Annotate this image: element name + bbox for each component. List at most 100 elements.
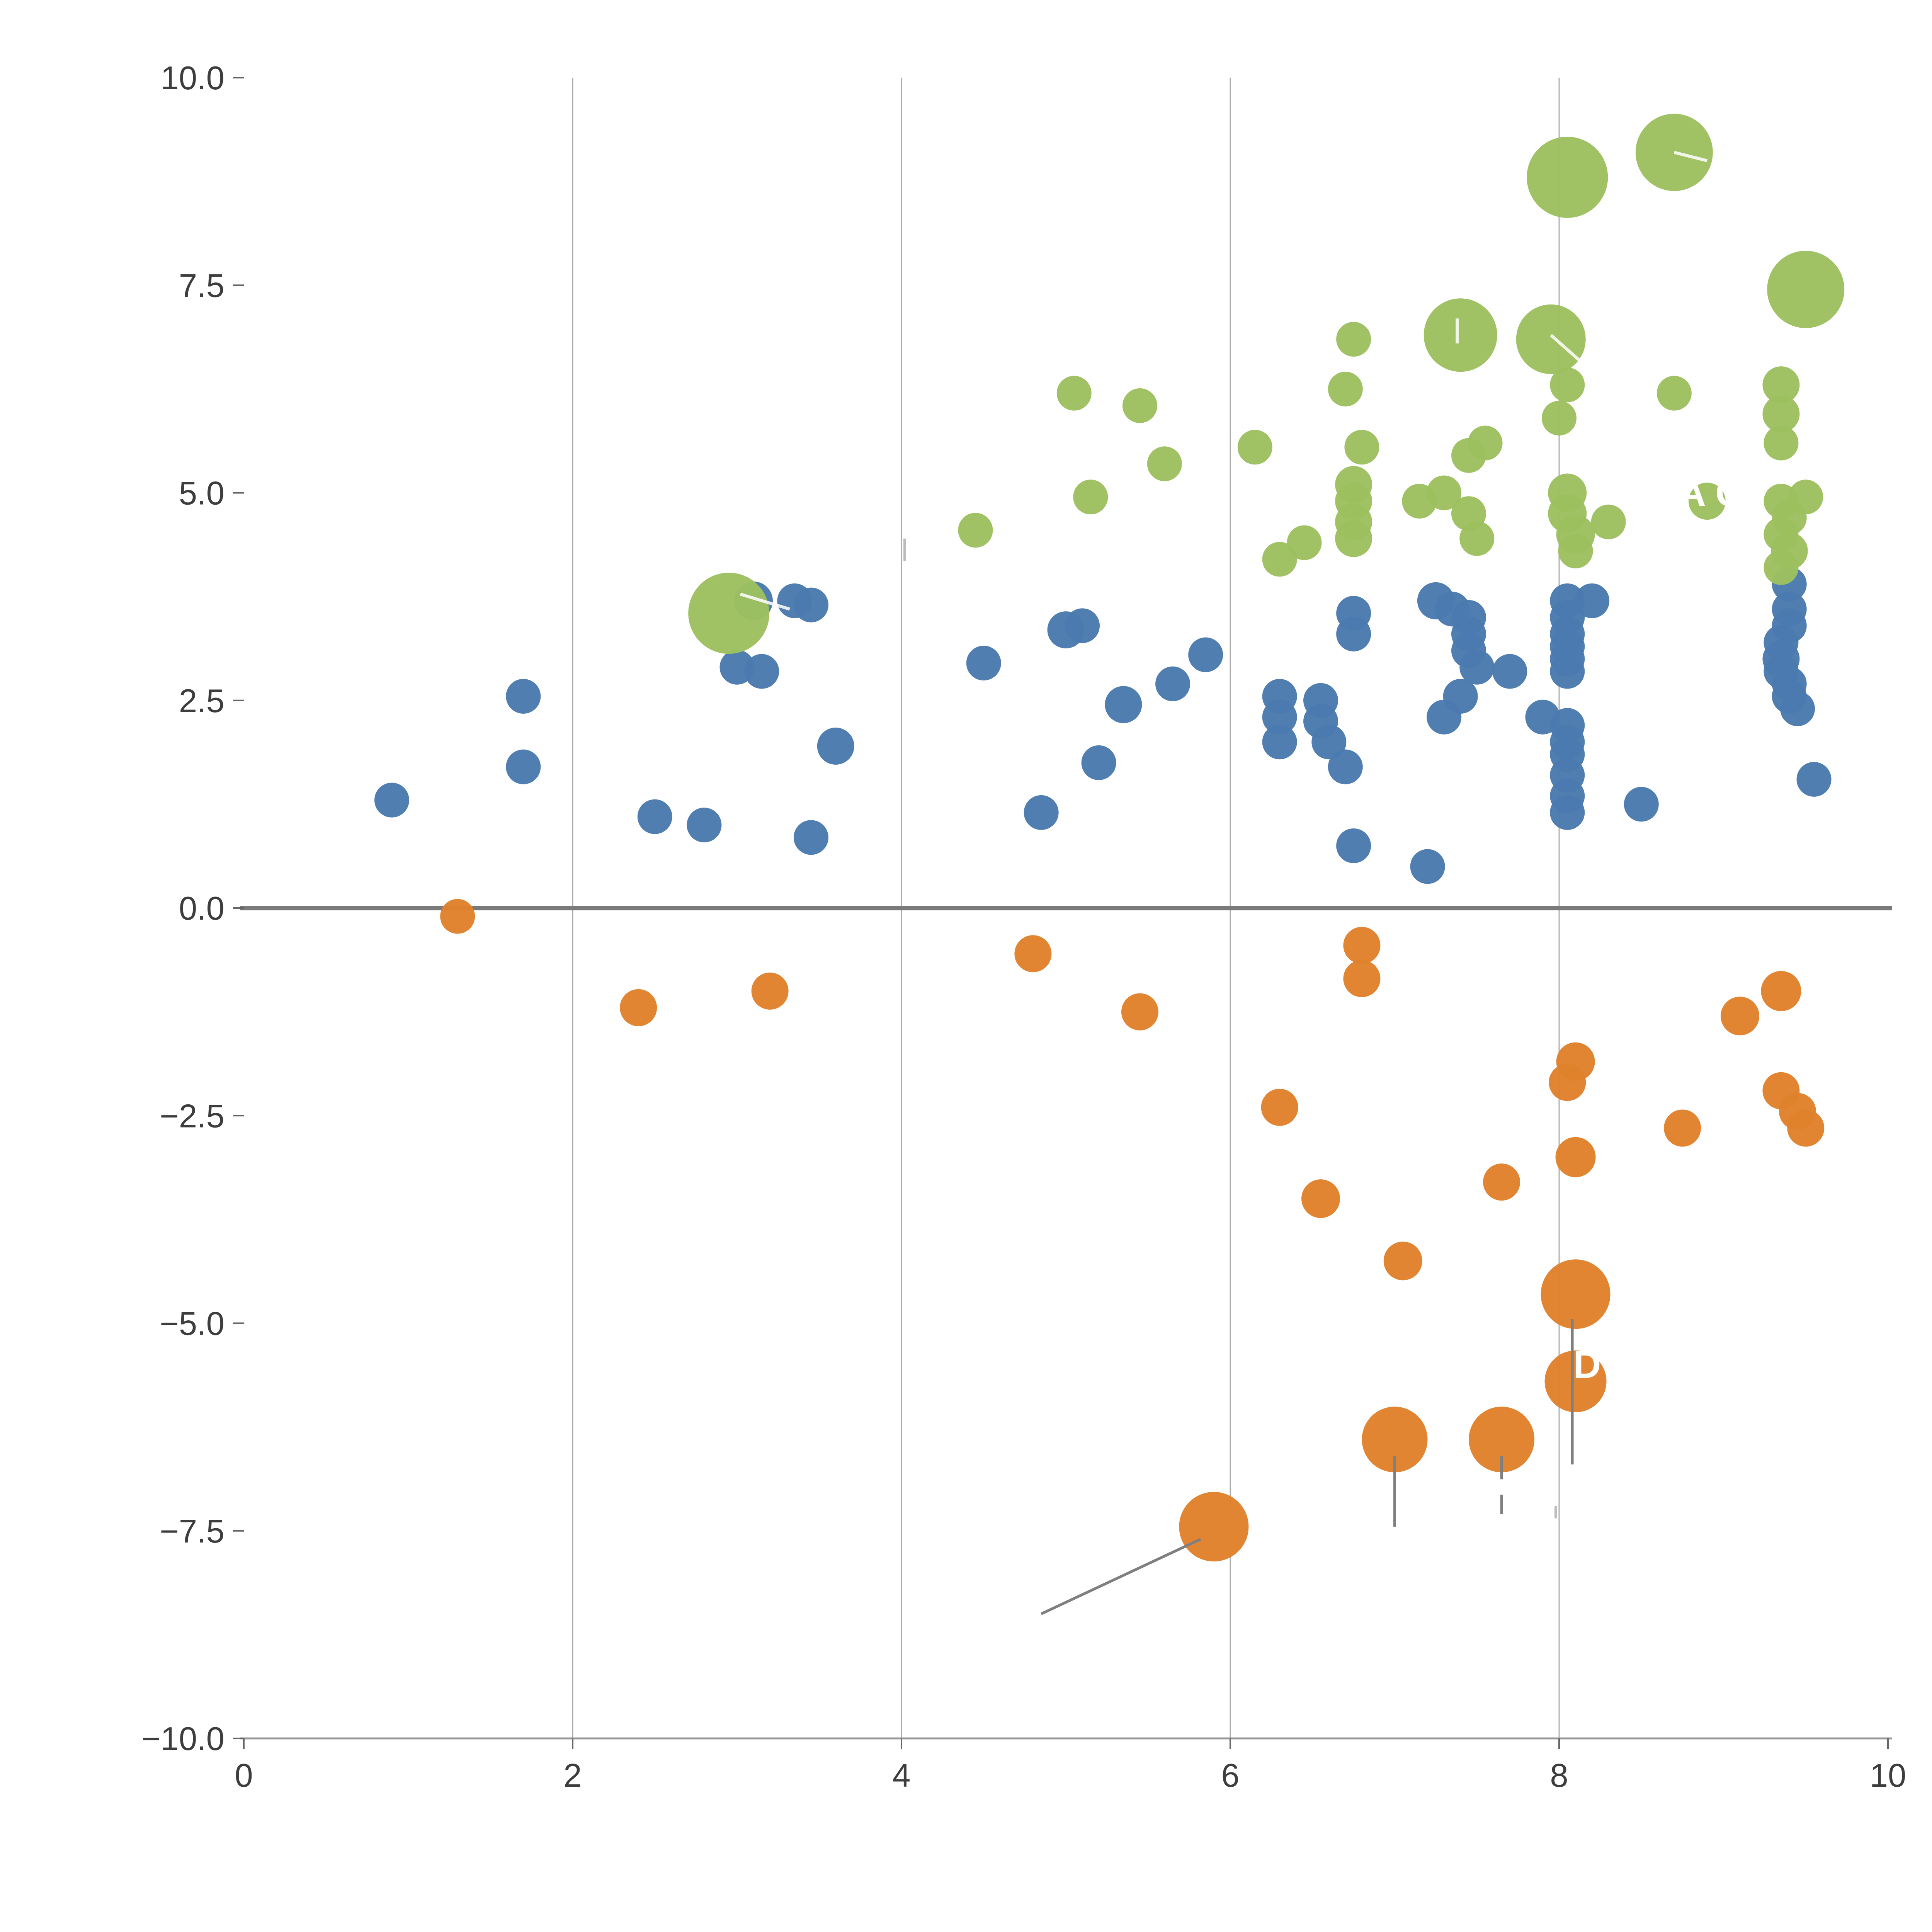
x-tick-label: 6	[1221, 1757, 1239, 1794]
bubble-orange	[1787, 1109, 1825, 1147]
white-mark	[740, 592, 790, 611]
bubble-green	[1056, 376, 1092, 411]
bubble-blue	[1311, 724, 1347, 760]
leader-line	[1041, 1538, 1201, 1615]
bubble-blue	[1081, 745, 1116, 780]
bubble-orange	[1121, 993, 1158, 1031]
bubble-orange	[1541, 1259, 1611, 1329]
bubble-orange	[751, 972, 789, 1010]
y-tick-label: −10.0	[141, 1721, 224, 1757]
bubble-green	[1558, 533, 1593, 568]
bubble-orange	[1469, 1406, 1535, 1473]
y-tick-label: 10.0	[161, 60, 224, 97]
bubble-orange	[1301, 1179, 1340, 1218]
bubble-green	[1237, 430, 1272, 465]
bubble-green	[1335, 520, 1372, 557]
bubble-label: D	[1573, 1343, 1601, 1386]
bubble-blue	[1575, 583, 1610, 618]
bubble-orange	[1343, 927, 1381, 964]
bubble-blue	[1764, 625, 1799, 660]
bubble-green	[1328, 371, 1363, 406]
bubble-blue	[374, 782, 409, 818]
bubble-blue	[1336, 828, 1371, 863]
bubble-orange	[1383, 1242, 1422, 1281]
bubble-blue	[1443, 679, 1478, 714]
bubble-orange	[1014, 935, 1052, 973]
bubble-green	[1468, 425, 1503, 461]
x-tick-label: 4	[892, 1757, 910, 1794]
bubble-green	[958, 513, 993, 548]
bubble-orange	[1761, 971, 1801, 1011]
bubble-blue	[1550, 654, 1585, 689]
bubble-orange	[1549, 1064, 1586, 1101]
bubble-green	[1767, 250, 1845, 328]
bubble-blue	[637, 799, 672, 834]
bubble-blue	[793, 587, 828, 622]
bubble-green	[1459, 521, 1495, 556]
x-tick-label: 0	[235, 1757, 253, 1794]
bubble-blue	[1492, 654, 1527, 689]
bubble-orange	[1343, 960, 1381, 997]
bubble-orange	[620, 989, 657, 1026]
bubble-green	[1073, 480, 1108, 515]
bubble-green	[1688, 482, 1726, 520]
x-tick-label: 8	[1550, 1757, 1568, 1794]
bubble-blue	[1328, 749, 1363, 784]
bubble-blue	[744, 654, 779, 689]
bubble-blue	[1780, 691, 1815, 726]
white-mark	[1673, 151, 1708, 162]
bubble-blue	[506, 679, 541, 714]
bubble-blue	[1024, 795, 1059, 830]
bubble-orange	[440, 899, 475, 934]
bubble-green	[1762, 366, 1800, 404]
y-tick-label: 2.5	[179, 683, 224, 719]
bubble-orange	[1555, 1137, 1596, 1177]
bubble-blue	[966, 646, 1001, 681]
y-tick-label: −5.0	[160, 1306, 224, 1342]
bubble-blue	[817, 727, 854, 765]
x-tick-label: 2	[563, 1757, 582, 1794]
bubble-orange	[1362, 1406, 1428, 1473]
bubble-blue	[1550, 795, 1585, 830]
bubble-blue	[1796, 762, 1832, 797]
bubble-blue	[1155, 666, 1190, 701]
bubble-orange	[1483, 1163, 1520, 1201]
white-mark	[1550, 334, 1585, 366]
bubble-green	[1427, 475, 1462, 510]
bubble-green	[1527, 136, 1608, 218]
bubble-blue	[793, 820, 828, 855]
bubble-green	[1764, 425, 1799, 461]
bubble-green	[1122, 388, 1157, 423]
bubble-green	[1762, 395, 1800, 433]
bubble-green	[1656, 376, 1692, 411]
bubble-green	[688, 573, 770, 654]
bubble-orange	[1721, 997, 1760, 1036]
y-tick-label: −7.5	[160, 1513, 224, 1550]
bubble-blue	[1624, 787, 1659, 822]
bubble-orange	[1664, 1109, 1701, 1147]
bubble-blue	[1188, 637, 1223, 672]
bubble-green	[1550, 367, 1585, 403]
bubble-blue	[687, 808, 722, 843]
bubble-blue	[1459, 650, 1495, 685]
bubble-green	[1764, 550, 1799, 585]
bubble-green	[1147, 446, 1182, 481]
y-tick-label: 7.5	[179, 267, 224, 304]
bubble-blue	[1336, 616, 1371, 651]
bubble-green	[1591, 504, 1626, 539]
bubble-blue	[1262, 699, 1297, 735]
bubble-green	[1542, 401, 1577, 436]
bubble-green	[1423, 298, 1497, 372]
x-tick-label: 10	[1870, 1757, 1906, 1794]
bubble-blue	[1410, 849, 1445, 884]
bubble-green	[1344, 430, 1379, 465]
bubble-green	[1287, 525, 1322, 560]
bubble-green	[1516, 304, 1586, 374]
bubble-orange	[1179, 1492, 1249, 1562]
bubble-blue	[506, 749, 541, 784]
bubble-orange	[1261, 1088, 1298, 1126]
y-tick-label: 5.0	[179, 475, 224, 512]
y-tick-label: 0.0	[179, 890, 224, 927]
bubble-label: SA O	[1652, 471, 1745, 515]
bubble-blue	[1065, 608, 1100, 643]
